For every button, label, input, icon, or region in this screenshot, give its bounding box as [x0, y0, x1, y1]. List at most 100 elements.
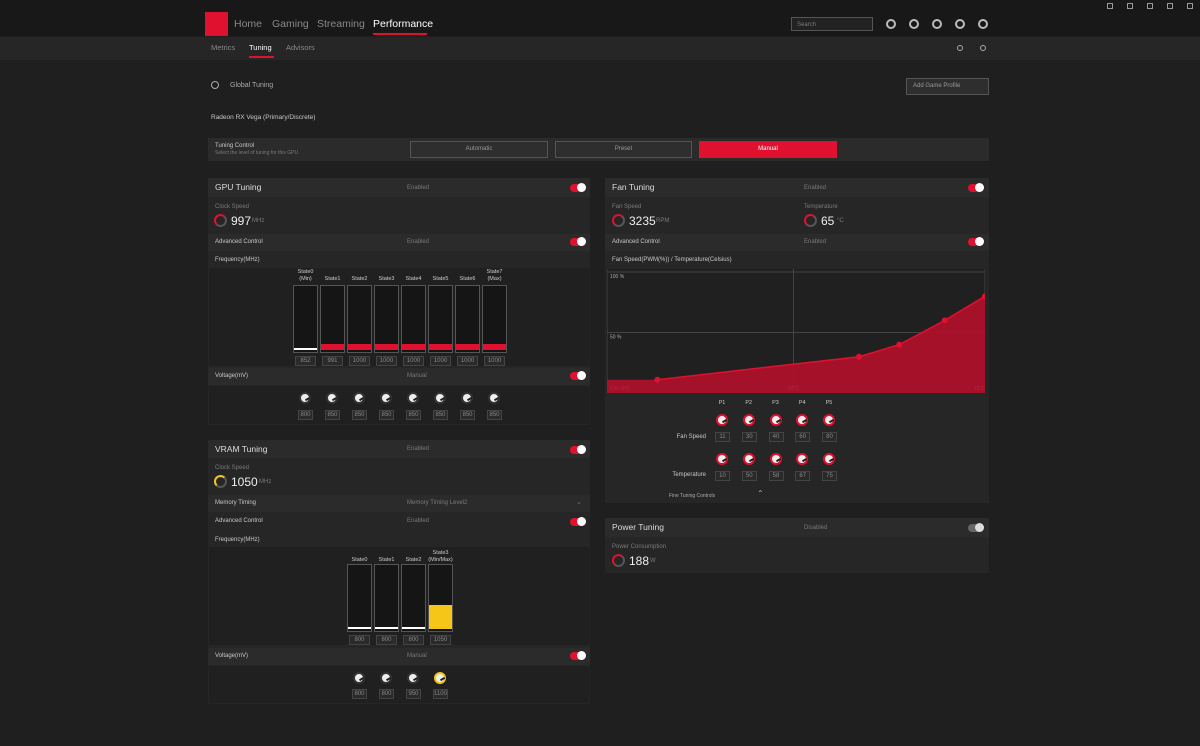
knob[interactable]	[461, 392, 473, 404]
dropdown[interactable]: Memory Timing Level2	[407, 500, 468, 506]
label: Advanced Control	[215, 239, 263, 245]
state-bar[interactable]	[374, 564, 399, 632]
knob[interactable]	[407, 672, 419, 684]
add-profile-button[interactable]: Add Game Profile	[906, 78, 989, 95]
state-bar[interactable]	[347, 564, 372, 632]
toggle[interactable]	[968, 523, 984, 532]
action-icon[interactable]	[957, 45, 963, 51]
knob-value: 58	[768, 471, 784, 481]
profile-label[interactable]: Global Tuning	[230, 82, 274, 89]
toggle[interactable]	[570, 183, 586, 192]
nav-tab[interactable]: Gaming	[272, 18, 309, 30]
window-control[interactable]	[1167, 3, 1173, 9]
state-fill	[483, 344, 506, 350]
toggle[interactable]	[570, 517, 586, 526]
action-icon[interactable]	[980, 45, 986, 51]
knob[interactable]	[434, 392, 446, 404]
sub-tab[interactable]: Metrics	[211, 43, 236, 52]
chevron-up[interactable]: ⌃	[757, 489, 764, 498]
label: Fan Speed	[612, 204, 642, 210]
toggle[interactable]	[570, 237, 586, 246]
knob[interactable]	[796, 453, 809, 465]
knob[interactable]	[380, 672, 392, 684]
nav-tab[interactable]: Performance	[373, 18, 434, 30]
toggle[interactable]	[570, 651, 586, 660]
knob[interactable]	[326, 392, 338, 404]
sub-tab[interactable]: Advisors	[286, 43, 315, 52]
chevron[interactable]: ⌄	[576, 499, 582, 506]
status: Manual	[407, 373, 427, 379]
knob[interactable]	[742, 414, 755, 426]
toolbar-icon[interactable]	[978, 19, 988, 29]
knob[interactable]	[796, 414, 809, 426]
knob[interactable]	[742, 453, 755, 465]
state-bar[interactable]	[482, 285, 507, 353]
toolbar-icon[interactable]	[932, 19, 942, 29]
state-fill	[375, 627, 398, 629]
option-automatic[interactable]: Automatic	[410, 141, 548, 158]
gauge	[612, 554, 625, 567]
option-manual[interactable]: Manual	[699, 141, 837, 158]
knob[interactable]	[380, 392, 392, 404]
knob[interactable]	[353, 672, 365, 684]
window-control[interactable]	[1147, 3, 1153, 9]
toggle[interactable]	[570, 371, 586, 380]
knob[interactable]	[716, 453, 728, 465]
state-label: (Min)	[299, 276, 312, 282]
nav-tab[interactable]: Streaming	[317, 18, 365, 30]
state-bar[interactable]	[401, 564, 426, 632]
label: Frequency(MHz)	[215, 537, 260, 543]
knob[interactable]	[716, 414, 728, 426]
logo[interactable]	[205, 12, 228, 36]
panel-title: VRAM Tuning	[215, 444, 268, 454]
state-bar[interactable]	[428, 285, 453, 353]
label: Clock Speed	[215, 204, 250, 210]
toolbar-icon[interactable]	[955, 19, 965, 29]
fine-tuning[interactable]: Fine Tuning Controls	[669, 493, 716, 499]
option-preset[interactable]: Preset	[555, 141, 692, 158]
state-bar[interactable]	[320, 285, 345, 353]
knob[interactable]	[823, 414, 835, 426]
search-box[interactable]: Search	[791, 17, 873, 31]
knob-value: 850	[433, 410, 448, 420]
state-fill	[348, 627, 371, 629]
point-label: P3	[772, 400, 779, 406]
knob[interactable]	[823, 453, 835, 465]
gpu-panel: GPU Tuning Enabled Clock Speed 997 MHz A…	[208, 178, 590, 425]
tuning-desc: Select the level of tuning for this GPU	[215, 150, 299, 156]
toggle[interactable]	[968, 237, 984, 246]
knob[interactable]	[407, 392, 419, 404]
toolbar-icon[interactable]	[909, 19, 919, 29]
sub-tab[interactable]: Tuning	[249, 43, 272, 52]
knob-value: 950	[406, 689, 421, 699]
window-control[interactable]	[1107, 3, 1113, 9]
state-bar[interactable]	[347, 285, 372, 353]
toggle[interactable]	[570, 445, 586, 454]
state-bar[interactable]	[401, 285, 426, 353]
window-control[interactable]	[1127, 3, 1133, 9]
knob[interactable]	[769, 453, 782, 465]
knob[interactable]	[488, 392, 500, 404]
gpu-name: Radeon RX Vega (Primary/Discrete)	[211, 114, 316, 121]
knob[interactable]	[434, 672, 446, 684]
toolbar-icon[interactable]	[886, 19, 896, 29]
state-bar[interactable]	[293, 285, 318, 353]
toggle[interactable]	[968, 183, 984, 192]
power-panel: Power Tuning Disabled Power Consumption …	[605, 518, 989, 573]
knob[interactable]	[353, 392, 365, 404]
state-bar[interactable]	[455, 285, 480, 353]
label: Voltage(mV)	[215, 373, 249, 379]
state-value: 1000	[430, 356, 451, 366]
knob[interactable]	[769, 414, 782, 426]
state-bar[interactable]	[374, 285, 399, 353]
knob[interactable]	[299, 392, 311, 404]
window-control[interactable]	[1187, 3, 1193, 9]
label: Memory Timing	[215, 500, 257, 506]
state-value: 1000	[457, 356, 478, 366]
state-bar[interactable]	[428, 564, 453, 632]
state-label: State3	[432, 550, 449, 556]
nav-tab[interactable]: Home	[234, 18, 263, 30]
y-tick-label: 50 %	[610, 335, 622, 341]
vram-panel: VRAM Tuning Enabled Clock Speed 1050 MHz…	[208, 440, 590, 704]
